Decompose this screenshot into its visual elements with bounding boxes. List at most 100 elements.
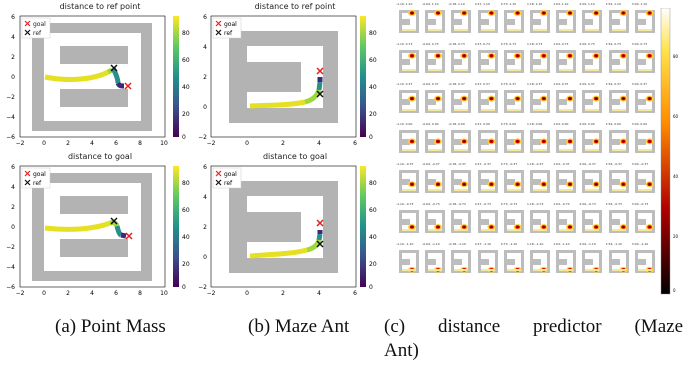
- heatmap-thumbnail: [501, 88, 526, 115]
- predictor-cell: 2.54, 0.73: [606, 42, 632, 76]
- heatmap-thumbnail: [423, 168, 448, 195]
- cell-label: 2.09, 0.00: [579, 122, 595, 126]
- predictor-cell: 2.54, -0.37: [606, 162, 632, 196]
- cell-label: -1.10, -1.10: [396, 242, 414, 246]
- predictor-cell: 0.73, 0.37: [501, 82, 527, 116]
- cell-label: -0.18, 0.73: [448, 42, 465, 46]
- heatmap-thumbnail: [449, 168, 474, 195]
- cbar-tick: 20: [369, 111, 377, 118]
- cell-label: 1.18, -1.10: [527, 242, 544, 246]
- legend-ref: ref: [33, 30, 42, 37]
- predictor-cell: 1.64, 0.73: [553, 42, 579, 76]
- plot-title: distance to goal: [262, 152, 328, 161]
- heatmap-thumbnail: [554, 248, 579, 275]
- cell-label: -0.64, -1.10: [422, 242, 440, 246]
- predictor-cell: -1.10, -0.73: [396, 202, 422, 236]
- predictor-cell: 0.27, 1.10: [475, 2, 501, 36]
- heatmap-thumbnail: [554, 208, 579, 235]
- heatmap-thumbnail: [475, 88, 500, 115]
- heatmap-thumbnail: [423, 208, 448, 235]
- heatmap-thumbnail: [554, 8, 579, 35]
- predictor-cell: 3.00, 0.37: [632, 82, 658, 116]
- legend-ref: ref: [33, 180, 42, 187]
- ytick: −2: [6, 94, 15, 101]
- predictor-cell: -0.18, -1.10: [448, 242, 474, 276]
- cell-label: 1.18, 0.37: [527, 82, 543, 86]
- heatmap-thumbnail: [554, 128, 579, 155]
- xtick: 10: [160, 290, 168, 297]
- predictor-cell: 1.18, -1.10: [527, 242, 553, 276]
- heatmap-thumbnail: [449, 248, 474, 275]
- ytick: 0: [203, 104, 207, 111]
- heatmap-thumbnail: [554, 168, 579, 195]
- predictor-cell: 1.18, 0.73: [527, 42, 553, 76]
- xtick: 8: [138, 290, 142, 297]
- cell-label: 1.18, -0.73: [527, 202, 544, 206]
- ytick: 2: [203, 224, 207, 231]
- xtick: 2: [281, 290, 285, 297]
- cbar-tick: 60: [369, 57, 377, 64]
- predictor-cell: 1.18, -0.73: [527, 202, 553, 236]
- heatmap-thumbnail: [632, 248, 657, 275]
- caption-a: (a) Point Mass: [55, 316, 166, 337]
- heatmap-thumbnail: [528, 208, 552, 235]
- xtick: 4: [317, 290, 321, 297]
- cbar-tick: 40: [673, 174, 679, 179]
- ytick: 4: [11, 34, 15, 41]
- ytick: 4: [203, 44, 207, 51]
- heatmap-thumbnail: [528, 8, 552, 35]
- cbar-tick: 60: [182, 207, 190, 214]
- heatmap-thumbnail: [397, 8, 421, 35]
- cbar-tick: 20: [182, 261, 190, 268]
- cbar-tick: 0: [182, 284, 186, 291]
- cell-label: 3.00, -0.73: [631, 202, 649, 206]
- heatmap-thumbnail: [423, 88, 448, 115]
- cbar-tick: 80: [182, 30, 190, 37]
- caption-c-line2: Ant): [384, 340, 419, 361]
- predictor-cell: -0.18, 0.00: [448, 122, 474, 156]
- cbar-tick: 20: [369, 261, 377, 268]
- heatmap-thumbnail: [606, 168, 631, 195]
- heatmap-thumbnail: [580, 128, 605, 155]
- plot-svg: goal ref 6 4 2 0 −2 −2 0 2 4 6 80 60 40 …: [198, 14, 377, 147]
- predictor-cell: -0.64, -0.37: [422, 162, 448, 196]
- predictor-cell: 1.18, -0.37: [527, 162, 553, 196]
- heatmap-thumbnail: [501, 128, 526, 155]
- predictor-cell: 0.73, 1.10: [501, 2, 527, 36]
- cell-label: 2.54, 1.10: [605, 2, 621, 6]
- cell-label: 0.27, 0.00: [474, 122, 490, 126]
- cell-label: 2.54, -1.10: [605, 242, 622, 246]
- heatmap-thumbnail: [475, 128, 500, 155]
- predictor-cell: 3.00, -1.10: [632, 242, 658, 276]
- predictor-cell: -0.18, -0.73: [448, 202, 474, 236]
- cell-label: 1.18, 0.00: [527, 122, 543, 126]
- heatmap-thumbnail: [397, 88, 421, 115]
- ytick: 2: [203, 74, 207, 81]
- cell-label: 0.73, 1.10: [500, 2, 517, 6]
- xtick: 10: [160, 140, 168, 147]
- cell-label: 3.00, 0.73: [631, 42, 648, 46]
- cell-label: 3.00, 0.37: [631, 82, 648, 86]
- heatmap-thumbnail: [632, 8, 657, 35]
- heatmap-thumbnail: [528, 88, 552, 115]
- cell-label: 1.64, -0.37: [553, 162, 570, 166]
- cell-label: 2.54, 0.73: [605, 42, 621, 46]
- cbar-tick: 0: [182, 134, 186, 141]
- distance-predictor-grid: -1.10, 1.10 -0.64, 1.10 -0.18, 1.10 0.27, 1…: [396, 2, 680, 296]
- cbar-tick: 80: [182, 180, 190, 187]
- heatmap-thumbnail: [423, 128, 448, 155]
- ytick: 4: [203, 194, 207, 201]
- ytick: 6: [11, 14, 15, 21]
- grid-colorbar: 80 60 40 20 0: [660, 8, 679, 295]
- cbar-tick: 40: [182, 84, 190, 91]
- predictor-cell: 1.64, -0.37: [553, 162, 579, 196]
- legend-goal: goal: [224, 21, 237, 28]
- predictor-cell: 1.18, 1.10: [527, 2, 553, 36]
- predictor-cell: 0.27, -1.10: [475, 242, 501, 276]
- colorbar: [173, 16, 179, 137]
- cell-label: 0.27, 0.73: [474, 42, 490, 46]
- heatmap-thumbnail: [528, 48, 552, 75]
- predictor-cell: -0.64, 0.37: [422, 82, 448, 116]
- heatmap-thumbnail: [449, 48, 474, 75]
- xtick: 0: [245, 290, 249, 297]
